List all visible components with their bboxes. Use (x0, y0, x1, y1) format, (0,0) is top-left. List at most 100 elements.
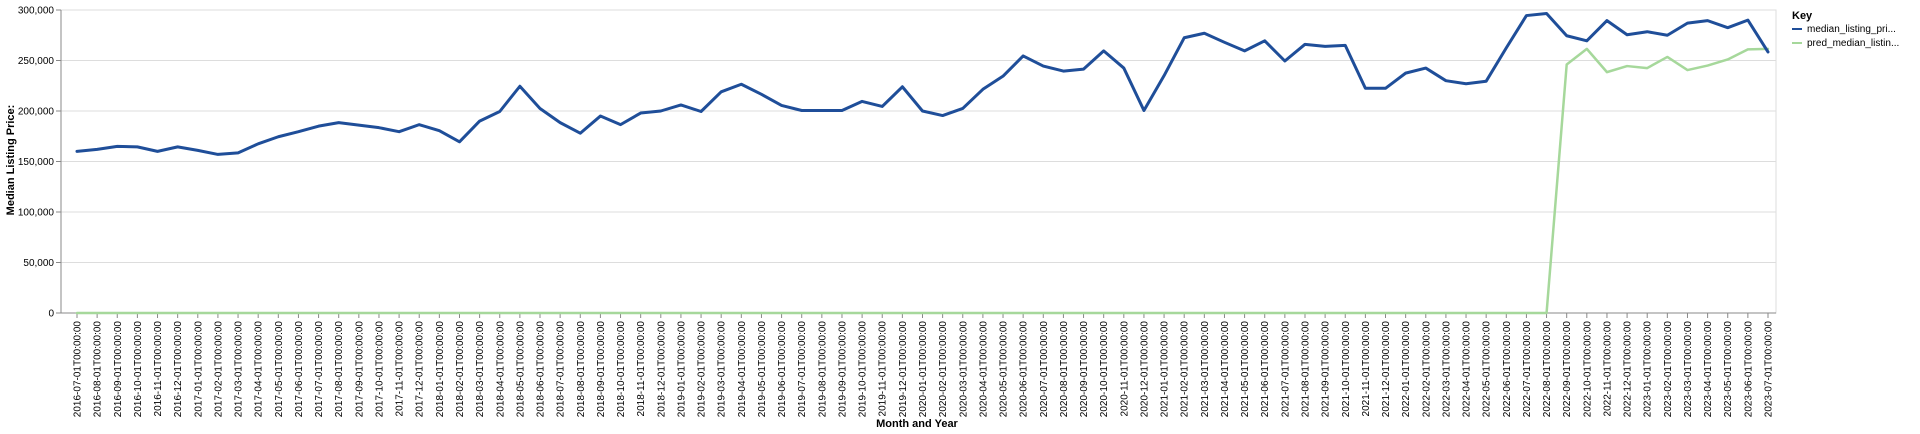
x-tick-label: 2022-05-01T00:00:00 (1482, 321, 1493, 418)
x-tick-label: 2018-04-01T00:00:00 (495, 321, 506, 418)
x-tick-label: 2018-01-01T00:00:00 (435, 321, 446, 418)
x-tick-label: 2018-03-01T00:00:00 (475, 321, 486, 418)
x-tick-label: 2017-09-01T00:00:00 (354, 321, 365, 418)
x-tick-label: 2023-05-01T00:00:00 (1723, 321, 1734, 418)
x-tick-label: 2022-07-01T00:00:00 (1522, 321, 1533, 418)
x-tick-label: 2021-08-01T00:00:00 (1300, 321, 1311, 418)
x-tick-label: 2019-10-01T00:00:00 (858, 321, 869, 418)
x-tick-label: 2020-10-01T00:00:00 (1099, 321, 1110, 418)
x-tick-label: 2020-08-01T00:00:00 (1059, 321, 1070, 418)
x-tick-label: 2023-07-01T00:00:00 (1764, 321, 1775, 418)
x-tick-label: 2022-10-01T00:00:00 (1582, 321, 1593, 418)
series-line-pred-median-listing-price (75, 47, 1770, 315)
x-tick-label: 2017-04-01T00:00:00 (254, 321, 265, 418)
x-tick-label: 2020-12-01T00:00:00 (1139, 321, 1150, 418)
x-tick-label: 2020-05-01T00:00:00 (999, 321, 1010, 418)
x-tick-label: 2017-03-01T00:00:00 (234, 321, 245, 418)
x-tick-label: 2017-02-01T00:00:00 (213, 321, 224, 418)
x-tick-label: 2018-12-01T00:00:00 (656, 321, 667, 418)
x-tick-label: 2022-06-01T00:00:00 (1502, 321, 1513, 418)
series-line-median-listing-price (75, 12, 1770, 156)
x-tick-label: 2018-07-01T00:00:00 (556, 321, 567, 418)
x-tick-label: 2022-08-01T00:00:00 (1542, 321, 1553, 418)
legend-label: pred_median_listin... (1807, 38, 1899, 49)
x-tick-label: 2016-10-01T00:00:00 (133, 321, 144, 418)
y-tick-label: 250,000 (18, 56, 55, 67)
x-tick-label: 2017-08-01T00:00:00 (334, 321, 345, 418)
x-tick-label: 2023-06-01T00:00:00 (1743, 321, 1754, 418)
series-lines (75, 12, 1770, 315)
x-tick-label: 2023-04-01T00:00:00 (1703, 321, 1714, 418)
x-tick-label: 2017-11-01T00:00:00 (395, 321, 406, 417)
x-tick-label: 2018-08-01T00:00:00 (576, 321, 587, 418)
x-tick-label: 2021-05-01T00:00:00 (1240, 321, 1251, 418)
legend-title: Key (1792, 10, 1813, 22)
x-tick-label: 2019-04-01T00:00:00 (737, 321, 748, 418)
x-tick-label: 2017-07-01T00:00:00 (314, 321, 325, 418)
x-tick-label: 2018-05-01T00:00:00 (515, 321, 526, 418)
x-tick-label: 2016-08-01T00:00:00 (93, 321, 104, 418)
x-tick-label: 2019-11-01T00:00:00 (878, 321, 889, 417)
x-axis-title: Month and Year (876, 418, 958, 430)
x-tick-label: 2020-03-01T00:00:00 (958, 321, 969, 418)
x-tick-label: 2018-06-01T00:00:00 (536, 321, 547, 418)
x-tick-label: 2021-01-01T00:00:00 (1160, 321, 1171, 418)
x-tick-label: 2017-05-01T00:00:00 (274, 321, 285, 418)
x-tick-label: 2021-04-01T00:00:00 (1220, 321, 1231, 418)
y-axis-title: Median Listing Price: (5, 105, 17, 216)
x-tick-label: 2019-05-01T00:00:00 (757, 321, 768, 418)
x-tick-label: 2019-12-01T00:00:00 (898, 321, 909, 418)
x-tick-label: 2021-09-01T00:00:00 (1321, 321, 1332, 418)
x-tick-label: 2017-10-01T00:00:00 (374, 321, 385, 418)
x-axis: 2016-07-01T00:00:00 2016-08-01T00:00:00 20… (61, 312, 1776, 418)
legend-label: median_listing_pri... (1807, 24, 1896, 35)
x-tick-label: 2019-01-01T00:00:00 (676, 321, 687, 418)
x-tick-label: 2021-02-01T00:00:00 (1180, 321, 1191, 418)
x-tick-label: 2022-01-01T00:00:00 (1401, 321, 1412, 418)
x-tick-label: 2018-02-01T00:00:00 (455, 321, 466, 418)
x-tick-label: 2019-09-01T00:00:00 (837, 321, 848, 418)
x-tick-label: 2018-09-01T00:00:00 (596, 321, 607, 418)
x-tick-label: 2022-03-01T00:00:00 (1441, 321, 1452, 418)
x-tick-label: 2016-09-01T00:00:00 (113, 321, 124, 418)
x-tick-label: 2019-02-01T00:00:00 (697, 321, 708, 418)
x-tick-label: 2022-02-01T00:00:00 (1421, 321, 1432, 418)
x-tick-label: 2023-02-01T00:00:00 (1663, 321, 1674, 418)
legend: Key median_listing_pri... pred_median_lis… (1792, 10, 1899, 49)
y-tick-label: 50,000 (23, 258, 54, 269)
x-tick-label: 2021-10-01T00:00:00 (1341, 321, 1352, 418)
x-tick-label: 2017-12-01T00:00:00 (415, 321, 426, 418)
x-tick-label: 2019-07-01T00:00:00 (797, 321, 808, 418)
x-tick-label: 2020-09-01T00:00:00 (1079, 321, 1090, 418)
x-tick-label: 2018-11-01T00:00:00 (636, 321, 647, 417)
x-tick-label: 2023-03-01T00:00:00 (1683, 321, 1694, 418)
x-tick-label: 2022-12-01T00:00:00 (1623, 321, 1634, 418)
x-tick-label: 2021-06-01T00:00:00 (1260, 321, 1271, 418)
x-tick-label: 2016-07-01T00:00:00 (73, 321, 84, 418)
x-tick-label: 2022-11-01T00:00:00 (1602, 321, 1613, 417)
x-tick-label: 2017-06-01T00:00:00 (294, 321, 305, 418)
y-tick-label: 300,000 (18, 6, 55, 17)
y-tick-label: 100,000 (18, 208, 55, 219)
x-tick-label: 2020-01-01T00:00:00 (918, 321, 929, 418)
x-tick-label: 2020-04-01T00:00:00 (978, 321, 989, 418)
gridlines (60, 9, 1777, 314)
x-tick-label: 2016-11-01T00:00:00 (153, 321, 164, 417)
x-tick-label: 2019-06-01T00:00:00 (777, 321, 788, 418)
x-tick-label: 2020-06-01T00:00:00 (1019, 321, 1030, 418)
x-tick-label: 2019-08-01T00:00:00 (817, 321, 828, 418)
x-tick-label: 2022-04-01T00:00:00 (1462, 321, 1473, 418)
x-tick-label: 2020-07-01T00:00:00 (1039, 321, 1050, 418)
y-tick-label: 200,000 (18, 107, 55, 118)
x-tick-label: 2021-12-01T00:00:00 (1381, 321, 1392, 418)
x-tick-label: 2021-03-01T00:00:00 (1200, 321, 1211, 418)
x-tick-label: 2020-02-01T00:00:00 (938, 321, 949, 418)
x-tick-label: 2019-03-01T00:00:00 (717, 321, 728, 418)
x-tick-label: 2016-12-01T00:00:00 (173, 321, 184, 418)
x-tick-label: 2021-07-01T00:00:00 (1280, 321, 1291, 418)
x-tick-label: 2018-10-01T00:00:00 (616, 321, 627, 418)
x-tick-label: 2020-11-01T00:00:00 (1119, 321, 1130, 417)
y-tick-label: 0 (48, 309, 54, 320)
y-axis: 0 50,000 100,000 150,000 200,000 250,000 300,0… (18, 6, 62, 320)
